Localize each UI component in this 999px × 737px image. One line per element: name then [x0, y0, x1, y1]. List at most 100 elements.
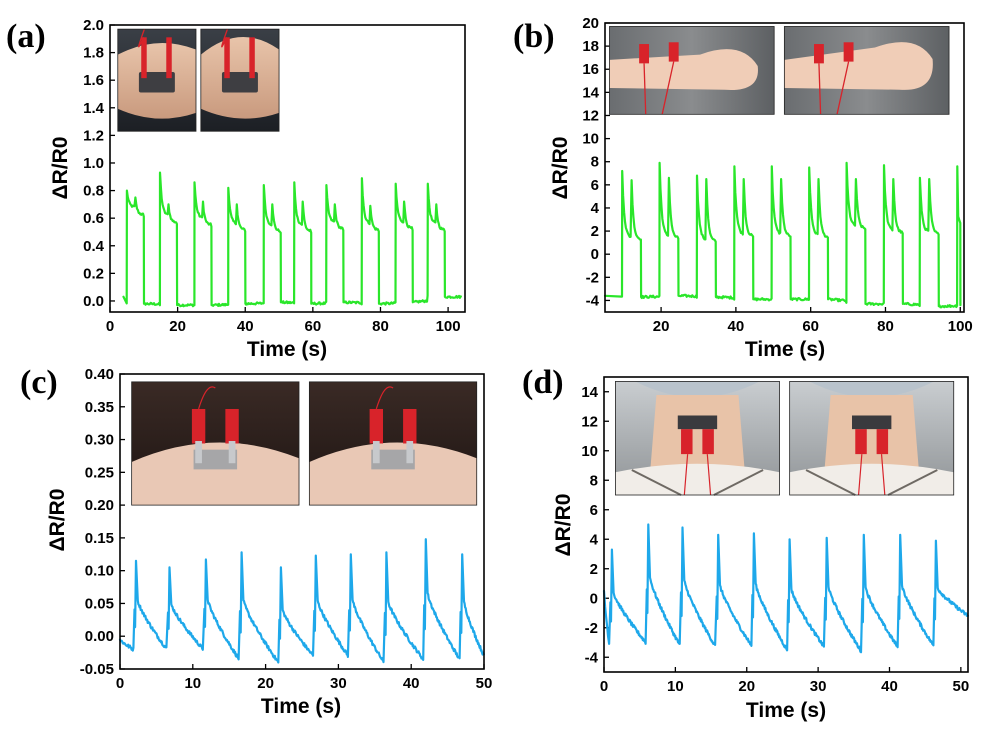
- plot-frame: [109, 24, 466, 313]
- panel-label: (d): [522, 364, 564, 401]
- x-axis-title: Time (s): [261, 695, 341, 718]
- series-line: [602, 523, 969, 654]
- y-tick-label: 4: [591, 200, 600, 217]
- x-tick-label: 40: [403, 675, 420, 692]
- y-tick-label: 0.30: [85, 432, 114, 449]
- y-axis-ticks: 0.0 0.2 0.4 0.6 0.8 1.0 1.2 1.4 1.6 1.8 2.0: [83, 17, 115, 310]
- x-tick-label: 30: [810, 678, 827, 695]
- y-tick-label: 10: [581, 443, 598, 460]
- y-tick-label: 6: [591, 177, 599, 194]
- y-tick-label: 1.2: [83, 127, 104, 144]
- y-tick-label: 0.8: [83, 183, 104, 200]
- series-line: [122, 171, 462, 308]
- photo-insets: [117, 28, 280, 132]
- x-tick-label: 10: [667, 678, 684, 695]
- x-tick-label: 50: [476, 675, 493, 692]
- x-tick-label: 50: [953, 678, 970, 695]
- y-tick-label: 2: [591, 223, 599, 240]
- y-tick-label: 20: [582, 15, 599, 32]
- y-tick-label: 0.4: [83, 238, 105, 255]
- x-tick-label: 0: [116, 675, 124, 692]
- series-line: [603, 161, 962, 309]
- x-tick-label: 40: [237, 318, 254, 335]
- x-axis-ticks: 0 20 40 60 80 100: [106, 307, 461, 335]
- x-tick-label: 100: [436, 318, 461, 335]
- y-tick-label: 0.15: [85, 530, 114, 547]
- y-tick-label: 8: [591, 154, 599, 171]
- series-line: [118, 538, 485, 664]
- y-tick-label: 0.25: [85, 464, 114, 481]
- photo-flexed: [783, 26, 950, 115]
- y-tick-label: -4: [586, 292, 600, 309]
- y-tick-label: 0.00: [85, 628, 114, 645]
- photo-relaxed: [615, 381, 780, 496]
- x-tick-label: 20: [653, 318, 670, 335]
- photo-relaxed: [609, 26, 775, 115]
- y-tick-label: 8: [590, 472, 598, 489]
- y-axis-title: ΔR/R0: [549, 137, 572, 200]
- y-tick-label: 6: [590, 502, 598, 519]
- x-tick-label: 80: [877, 318, 894, 335]
- x-tick-label: 80: [372, 318, 389, 335]
- y-tick-label: 1.6: [83, 72, 104, 89]
- x-tick-label: 40: [881, 678, 898, 695]
- y-tick-label: 0: [590, 590, 598, 607]
- y-tick-label: 2.0: [83, 17, 104, 34]
- panel-label: (b): [513, 18, 555, 55]
- photo-insets: [609, 26, 950, 115]
- y-tick-label: 0.0: [83, 293, 104, 310]
- x-axis-ticks: 0 10 20 30 40 50: [116, 664, 493, 692]
- y-axis-title: ΔR/R0: [49, 137, 72, 200]
- y-tick-label: 12: [581, 413, 598, 430]
- y-tick-label: 18: [582, 38, 599, 55]
- x-tick-label: 40: [728, 318, 745, 335]
- photo-relaxed: [131, 381, 300, 506]
- photo-insets: [615, 381, 955, 496]
- x-tick-label: 0: [106, 318, 114, 335]
- x-tick-label: 60: [305, 318, 322, 335]
- plot-frame: [604, 22, 965, 313]
- x-axis-ticks: 20 40 60 80 100: [653, 307, 973, 335]
- x-tick-label: 60: [802, 318, 819, 335]
- photo-flexed: [308, 381, 478, 506]
- y-tick-label: 0.35: [85, 399, 114, 416]
- y-tick-label: -2: [586, 269, 599, 286]
- y-axis-ticks: -4 -2 0 2 4 6 8 10 12 14: [581, 384, 609, 666]
- x-axis-ticks: 0 10 20 30 40 50: [600, 667, 969, 695]
- panel-d: (d) -4 -2 0 2 4 6 8 10 12 14 0 10 20 30 40 50 Time (s)…: [522, 364, 969, 722]
- x-tick-label: 30: [330, 675, 347, 692]
- photo-relaxed: [117, 28, 197, 132]
- panel-a: (a) 0.0 0.2 0.4 0.6 0.8 1.0 1.2 1.4 1.6 1.8 2.0 0 2…: [6, 17, 466, 361]
- y-tick-label: 14: [581, 384, 598, 401]
- y-axis-title: ΔR/R0: [46, 489, 69, 552]
- y-tick-label: -4: [585, 649, 599, 666]
- y-tick-label: 0.20: [85, 497, 114, 514]
- photo-insets: [131, 381, 478, 506]
- y-axis-ticks: -4 -2 0 2 4 6 8 10 12 14 16 18 20: [582, 15, 610, 309]
- y-tick-label: 0.6: [83, 210, 104, 227]
- x-tick-label: 10: [184, 675, 201, 692]
- x-axis-title: Time (s): [745, 338, 825, 361]
- x-axis-title: Time (s): [746, 699, 826, 722]
- photo-flexed: [789, 381, 955, 496]
- y-axis-title: ΔR/R0: [552, 494, 575, 557]
- y-tick-label: 12: [582, 107, 599, 124]
- plot-frame: [119, 373, 485, 670]
- photo-flexed: [200, 28, 280, 132]
- y-tick-label: 1.8: [83, 45, 104, 62]
- x-tick-label: 20: [169, 318, 186, 335]
- x-tick-label: 0: [600, 678, 608, 695]
- y-tick-label: 4: [590, 531, 599, 548]
- y-tick-label: 0.2: [83, 265, 104, 282]
- panel-c: (c) -0.05 0.00 0.05 0.10 0.15 0.20 0.25 0.30 0.3…: [20, 364, 492, 718]
- y-tick-label: -2: [585, 620, 598, 637]
- x-axis-title: Time (s): [247, 338, 327, 361]
- y-tick-label: 1.0: [83, 155, 104, 172]
- y-tick-label: 2: [590, 561, 598, 578]
- y-tick-label: 1.4: [83, 100, 105, 117]
- y-axis-ticks: -0.05 0.00 0.05 0.10 0.15 0.20 0.25 0.30 0.35 0.4…: [80, 366, 125, 678]
- y-tick-label: 0.10: [85, 563, 114, 580]
- x-tick-label: 100: [948, 318, 973, 335]
- x-tick-label: 20: [257, 675, 274, 692]
